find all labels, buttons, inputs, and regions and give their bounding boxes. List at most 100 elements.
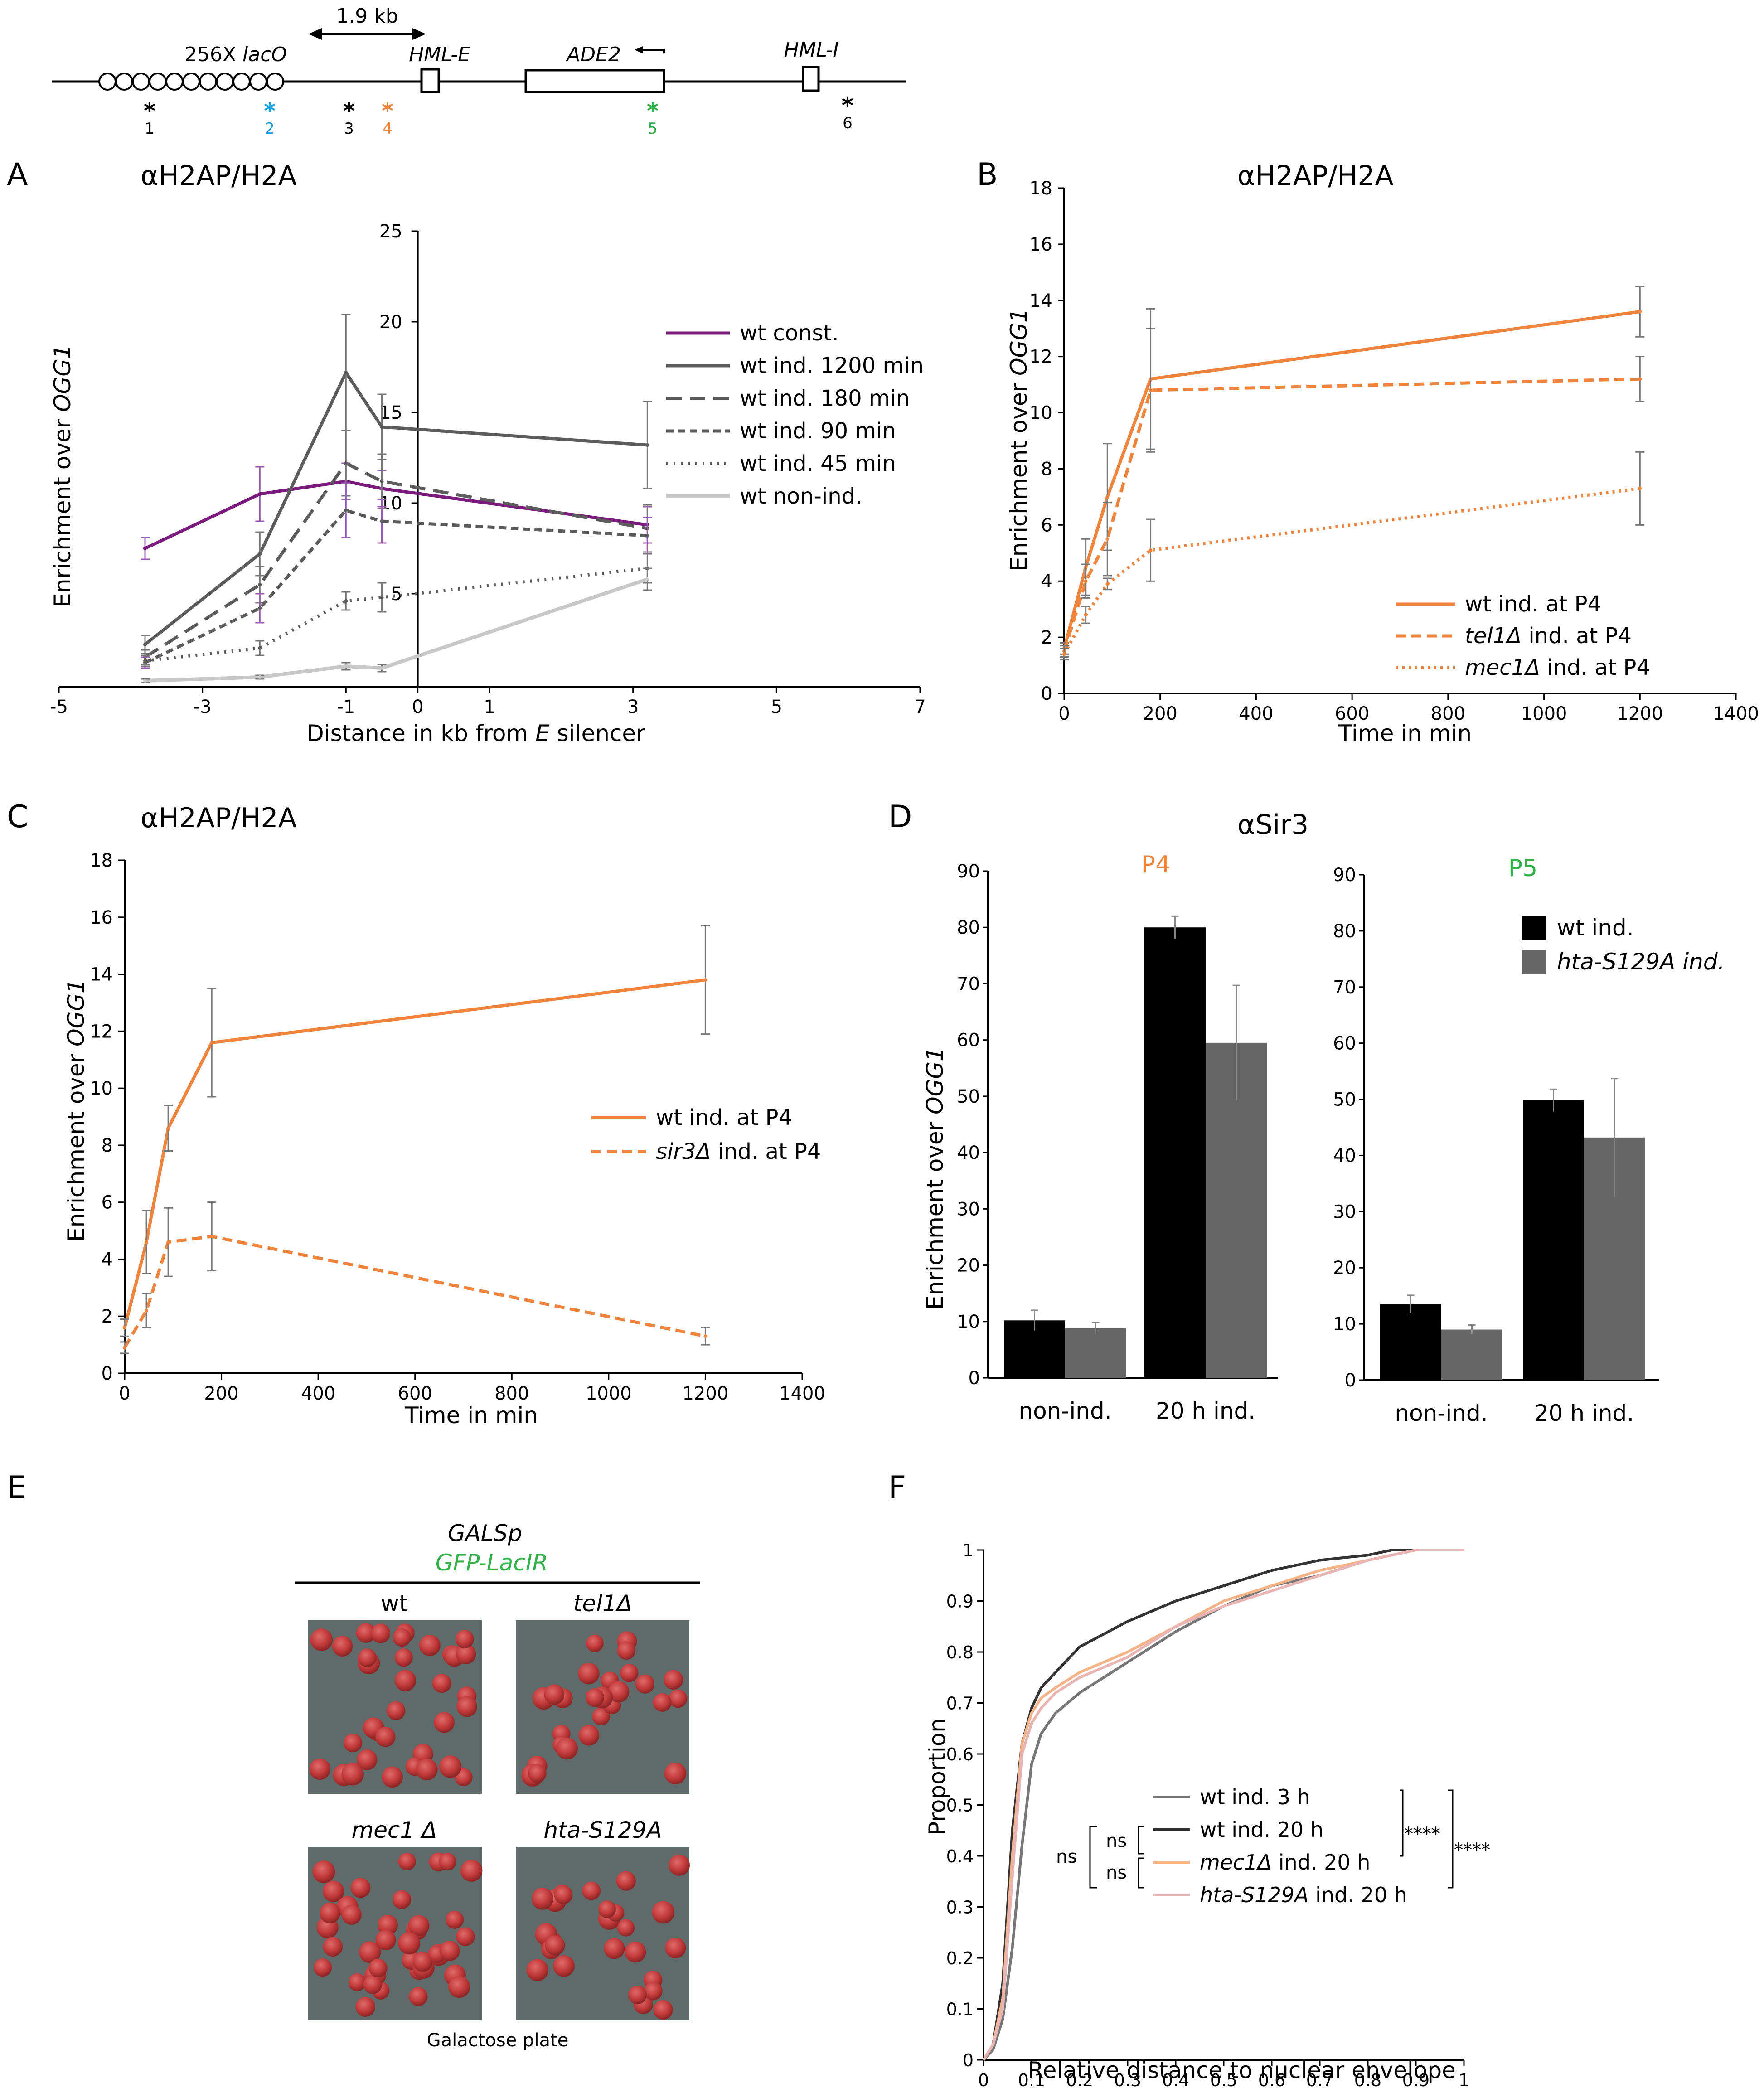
- x-tick-label: 400: [301, 1383, 335, 1404]
- colony: [439, 1755, 462, 1778]
- d-y-tick-label: 90: [1333, 865, 1356, 886]
- panel-label-c: C: [7, 799, 28, 835]
- legend-label-2: sir3Δ ind. at P4: [656, 1139, 821, 1164]
- data-point: [210, 1041, 214, 1045]
- data-point: [1638, 486, 1642, 490]
- x-tick-label: 0: [119, 1383, 130, 1404]
- legend-label-4: hta-S129A ind. 20 h: [1200, 1883, 1407, 1907]
- probe-2-label: 2: [265, 120, 275, 138]
- panel-c-xlabel: Time in min: [404, 1402, 538, 1429]
- strain-label-mec1: mec1 Δ: [352, 1817, 437, 1843]
- data-point: [1084, 579, 1088, 583]
- y-tick-label: 6: [1041, 515, 1052, 536]
- d-y-tick-label: 80: [1333, 921, 1356, 942]
- colony: [653, 1693, 672, 1712]
- data-point: [645, 443, 649, 447]
- y-tick-label: 0: [102, 1363, 113, 1384]
- x-tick-label: -5: [50, 697, 68, 717]
- d-y-tick-label: 30: [957, 1199, 980, 1220]
- colony: [628, 1986, 647, 2005]
- x-tick-label: 1000: [1521, 703, 1567, 724]
- panel-f-chart: Relative distance to nuclear envelope Pr…: [924, 1541, 1490, 2088]
- significance-stars-1: ****: [1404, 1824, 1440, 1845]
- legend-label-4: wt ind. 90 min: [740, 418, 896, 444]
- colony: [455, 1630, 474, 1649]
- data-point: [380, 519, 384, 523]
- panel-label-b: B: [977, 157, 998, 193]
- series-line-4: [982, 1549, 1464, 2061]
- d-y-tick-label: 20: [1333, 1258, 1356, 1279]
- d-y-tick-label: 60: [1333, 1033, 1356, 1054]
- x-tick-label: 400: [1239, 703, 1273, 724]
- data-point: [143, 659, 147, 663]
- strain-label-tel1: tel1Δ: [573, 1590, 632, 1617]
- colony: [456, 1927, 475, 1946]
- scale-label: 1.9 kb: [336, 5, 398, 28]
- y-tick-label: 0.9: [946, 1592, 974, 1612]
- colony: [348, 1973, 366, 1991]
- colony: [604, 1938, 625, 1959]
- y-tick-label: 15: [379, 402, 402, 423]
- data-point: [1062, 652, 1066, 656]
- colony: [419, 1635, 441, 1656]
- probe-6-label: 6: [843, 114, 853, 132]
- laco-repeat-circle: [165, 73, 184, 91]
- colony: [531, 1888, 553, 1910]
- colony: [394, 1670, 417, 1691]
- colony: [356, 1623, 376, 1643]
- x-tick-label: 800: [494, 1383, 529, 1404]
- series-line-2: [1062, 377, 1640, 652]
- d-legend-label-1: wt ind.: [1557, 915, 1634, 941]
- probe-1-label: 1: [145, 120, 155, 138]
- legend-label-3: wt ind. 180 min: [740, 386, 910, 411]
- probe-4-mark: *: [382, 98, 393, 124]
- colony: [341, 1904, 362, 1925]
- laco-repeat-circle: [249, 73, 267, 91]
- x-tick-label: 1200: [1617, 703, 1663, 724]
- colony: [332, 1636, 353, 1657]
- d-subplot-title: P5: [1508, 855, 1537, 882]
- colony: [377, 1915, 398, 1936]
- x-tick-label: -1: [337, 697, 355, 717]
- panel-c-legend: wt ind. at P4 sir3Δ ind. at P4: [591, 1105, 821, 1164]
- legend-label-3: mec1Δ ind. at P4: [1465, 655, 1650, 680]
- hml-e-box: [420, 68, 440, 93]
- d-legend-swatch-1: [1522, 916, 1546, 940]
- colony: [412, 1952, 433, 1972]
- series-line-5: [145, 567, 648, 663]
- probe-1-mark: *: [144, 98, 155, 124]
- d-category-label: 20 h ind.: [1534, 1400, 1634, 1426]
- colony: [323, 1880, 344, 1902]
- colony: [392, 1890, 412, 1909]
- y-tick-label: 20: [379, 312, 402, 333]
- laco-label: 256X lacO: [184, 43, 287, 66]
- x-tick-label: 600: [398, 1383, 432, 1404]
- panel-label-a: A: [7, 157, 28, 193]
- d-subplot-title: P4: [1141, 851, 1170, 878]
- d-y-tick-label: 0: [969, 1368, 980, 1389]
- colony: [393, 1628, 411, 1647]
- colony: [368, 1958, 388, 1977]
- x-tick-label: 0.1: [1018, 2070, 1045, 2088]
- data-point: [258, 646, 262, 650]
- series-line-4: [144, 509, 648, 664]
- data-point: [123, 1326, 126, 1330]
- x-tick-label: 1: [484, 697, 495, 717]
- data-point: [143, 679, 147, 683]
- colony: [394, 1648, 413, 1667]
- hml-i-box: [802, 66, 820, 92]
- data-point: [344, 664, 348, 668]
- data-point: [344, 599, 348, 603]
- colony: [669, 1855, 690, 1876]
- panel-b-xlabel: Time in min: [1338, 720, 1472, 746]
- legend-label-1: wt ind. 3 h: [1200, 1785, 1310, 1809]
- colony: [363, 1975, 383, 1994]
- probe-6-mark: *: [842, 92, 853, 119]
- x-tick-label: 0.2: [1066, 2070, 1093, 2088]
- colony: [582, 1881, 601, 1900]
- d-y-tick-label: 10: [1333, 1314, 1356, 1335]
- ns-label-3: ns: [1056, 1846, 1077, 1867]
- data-point: [166, 1240, 170, 1244]
- colony: [358, 1648, 377, 1667]
